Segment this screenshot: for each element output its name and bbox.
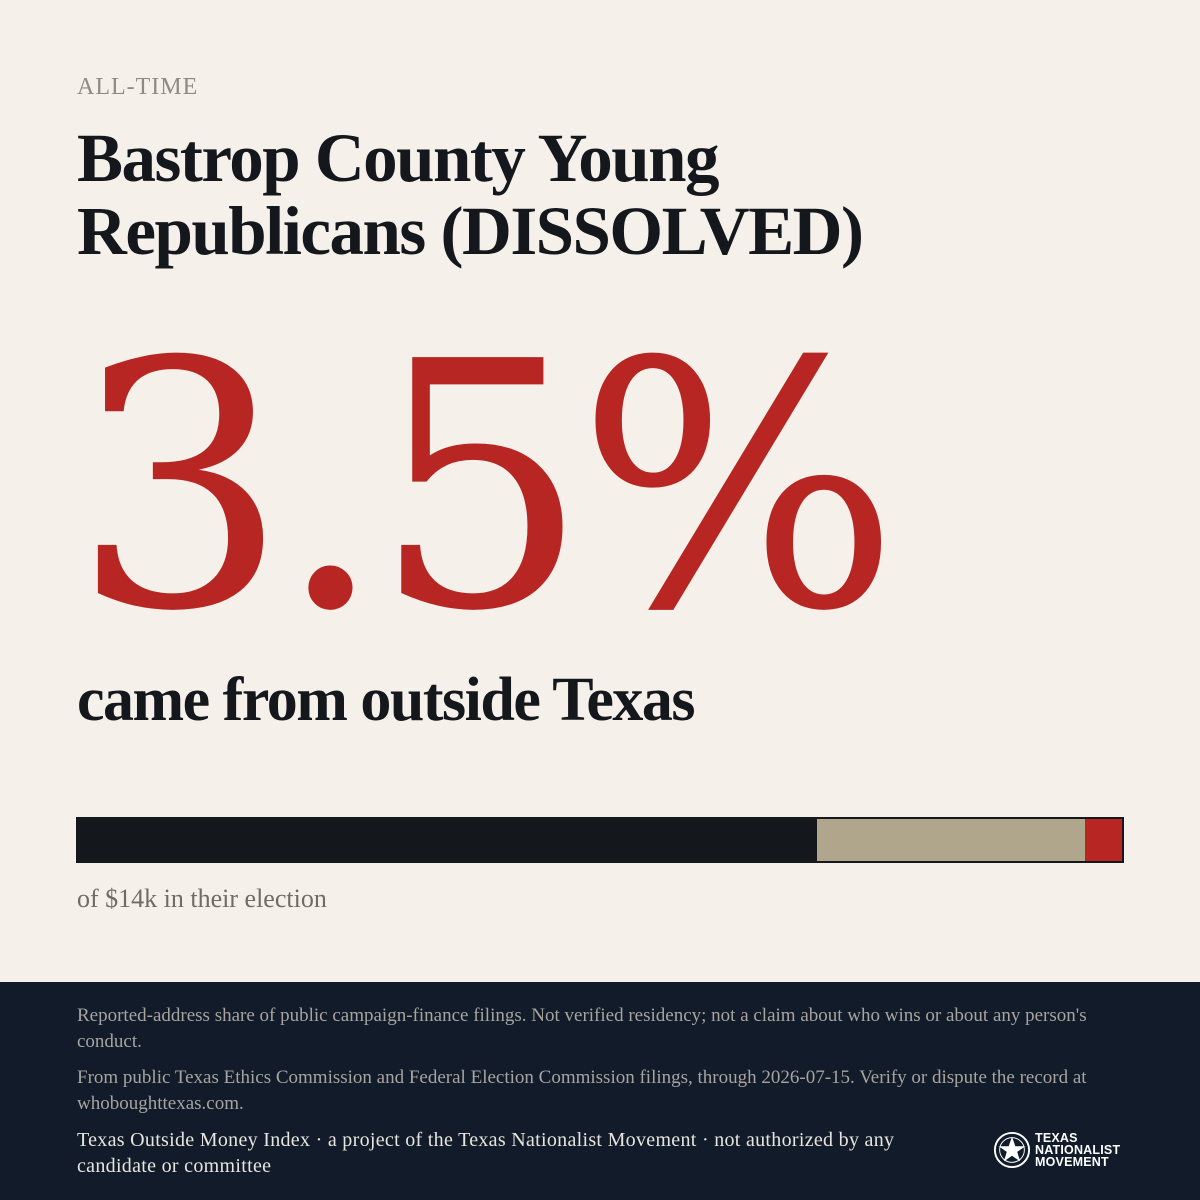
logo-line-1: TEXAS (1035, 1131, 1078, 1145)
page-title: Bastrop County Young Republicans (DISSOL… (77, 120, 864, 269)
total-caption: of $14k in their election (77, 884, 327, 913)
footer-disclaimer: Reported-address share of public campaig… (77, 1005, 1087, 1052)
footer-panel (0, 982, 1200, 1200)
headline-percentage: 3.5% (72, 290, 900, 686)
in-district-segment (78, 819, 818, 861)
footer-source: From public Texas Ethics Commission and … (77, 1067, 1087, 1114)
headline-subtext: came from outside Texas (77, 666, 696, 734)
tnm-logo: TEXAS NATIONALIST MOVEMENT (993, 1131, 1120, 1169)
star-seal-icon (993, 1131, 1031, 1169)
share-bar (76, 817, 1124, 863)
footer-attribution: Texas Outside Money Index · a project of… (77, 1129, 895, 1177)
eyebrow-label: ALL-TIME (77, 74, 199, 100)
logo-line-2: NATIONALIST (1035, 1143, 1121, 1157)
logo-line-3: MOVEMENT (1035, 1155, 1109, 1169)
in-state-segment (817, 819, 1086, 861)
out-of-state-segment (1085, 819, 1122, 861)
